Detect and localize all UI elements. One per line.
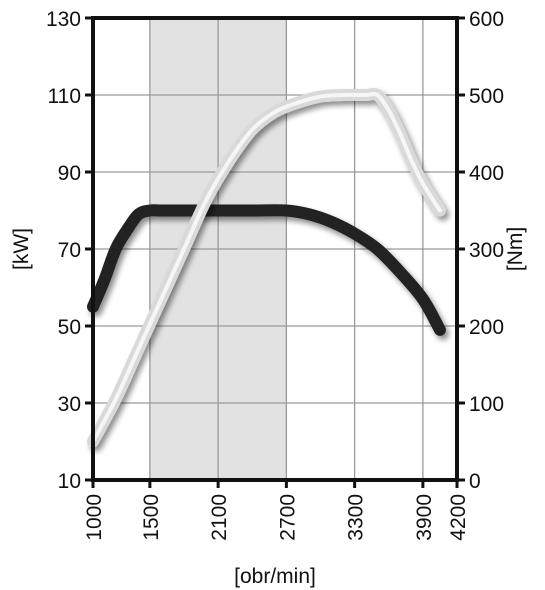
y-left-tick-label: 130 bbox=[46, 8, 81, 31]
y-left-tick-label: 30 bbox=[58, 393, 81, 416]
x-tick-label: 1000 bbox=[83, 494, 106, 541]
y-right-axis-title: [Nm] bbox=[504, 227, 527, 271]
x-tick-label: 3300 bbox=[345, 494, 368, 541]
y-right-tick-label: 300 bbox=[469, 239, 504, 262]
x-axis-title: [obr/min] bbox=[234, 565, 316, 588]
x-tick-label: 1500 bbox=[140, 494, 163, 541]
y-right-tick-label: 0 bbox=[469, 470, 481, 493]
torque-curve-highlight bbox=[91, 91, 442, 444]
y-right-tick-label: 500 bbox=[469, 85, 504, 108]
y-right-tick-label: 200 bbox=[469, 316, 504, 339]
y-right-tick-label: 600 bbox=[469, 8, 504, 31]
y-left-tick-label: 70 bbox=[58, 239, 81, 262]
y-left-tick-label: 110 bbox=[48, 85, 81, 108]
x-tick-label: 2100 bbox=[208, 494, 231, 541]
power-curve bbox=[87, 204, 446, 336]
x-tick-label: 2700 bbox=[276, 494, 299, 541]
y-left-axis-title: [kW] bbox=[10, 228, 33, 270]
y-left-tick-label: 10 bbox=[58, 470, 81, 493]
y-left-tick-label: 50 bbox=[58, 316, 81, 339]
x-tick-label: 3900 bbox=[413, 494, 436, 541]
y-right-tick-label: 400 bbox=[469, 162, 504, 185]
x-tick-label: 4200 bbox=[447, 494, 470, 541]
y-right-tick-label: 100 bbox=[469, 393, 504, 416]
y-left-tick-label: 90 bbox=[58, 162, 81, 185]
